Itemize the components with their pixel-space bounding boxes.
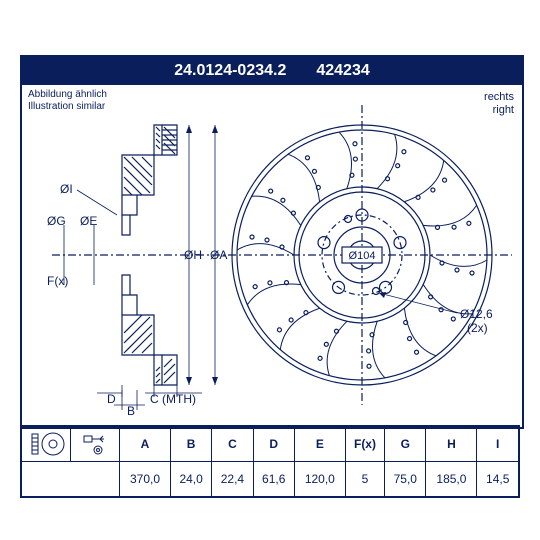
val-A: 370,0: [120, 462, 171, 498]
empty-icon-cell: [21, 462, 120, 498]
val-C: 22,4: [212, 462, 253, 498]
dimensions-table: A B C D E F(x) G H I 370,0 24,0 22,4 61,…: [20, 425, 520, 498]
disc-icon-cell: [21, 426, 71, 462]
table-value-row: 370,0 24,0 22,4 61,6 120,0 5 75,0 185,0 …: [21, 462, 519, 498]
dim-OG: ØG: [47, 214, 66, 228]
table-header-row: A B C D E F(x) G H I: [21, 426, 519, 462]
val-B: 24,0: [171, 462, 212, 498]
col-I: I: [477, 426, 519, 462]
technical-drawing-frame: 24.0124-0234.2 424234 Abbildung ähnlich …: [20, 55, 524, 429]
center-dia-label: Ø104: [349, 250, 376, 262]
val-G: 75,0: [385, 462, 426, 498]
dim-OH: ØH: [184, 248, 202, 262]
brake-disc-spec-sheet: 24.0124-0234.2 424234 Abbildung ähnlich …: [0, 0, 540, 540]
dim-OI: ØI: [60, 182, 73, 196]
val-Fx: 5: [345, 462, 384, 498]
col-B: B: [171, 426, 212, 462]
part-number-secondary: 424234: [316, 62, 369, 80]
bolt-icon: [80, 432, 110, 456]
bolt-dia-label: Ø12,6: [460, 307, 493, 321]
dim-Fx: F(x): [47, 274, 68, 288]
part-number-primary: 24.0124-0234.2: [174, 62, 286, 80]
bolt-qty-label: (2x): [467, 321, 488, 335]
val-D: 61,6: [253, 462, 294, 498]
header-bar: 24.0124-0234.2 424234: [22, 57, 522, 85]
dim-B: B: [127, 404, 135, 418]
val-I: 14,5: [477, 462, 519, 498]
disc-diagram-svg: ØI ØG ØE ØH ØA F(x) B D C (MTH): [22, 85, 522, 425]
vented-disc-icon: [26, 432, 66, 456]
val-H: 185,0: [426, 462, 477, 498]
col-H: H: [426, 426, 477, 462]
col-Fx: F(x): [345, 426, 384, 462]
col-A: A: [120, 426, 171, 462]
front-view: Ø104: [212, 105, 512, 405]
col-G: G: [385, 426, 426, 462]
bolt-icon-cell: [71, 426, 120, 462]
col-E: E: [294, 426, 345, 462]
dim-C: C (MTH): [150, 392, 196, 406]
dim-D: D: [107, 392, 116, 406]
col-D: D: [253, 426, 294, 462]
val-E: 120,0: [294, 462, 345, 498]
dim-OE: ØE: [80, 214, 97, 228]
col-C: C: [212, 426, 253, 462]
